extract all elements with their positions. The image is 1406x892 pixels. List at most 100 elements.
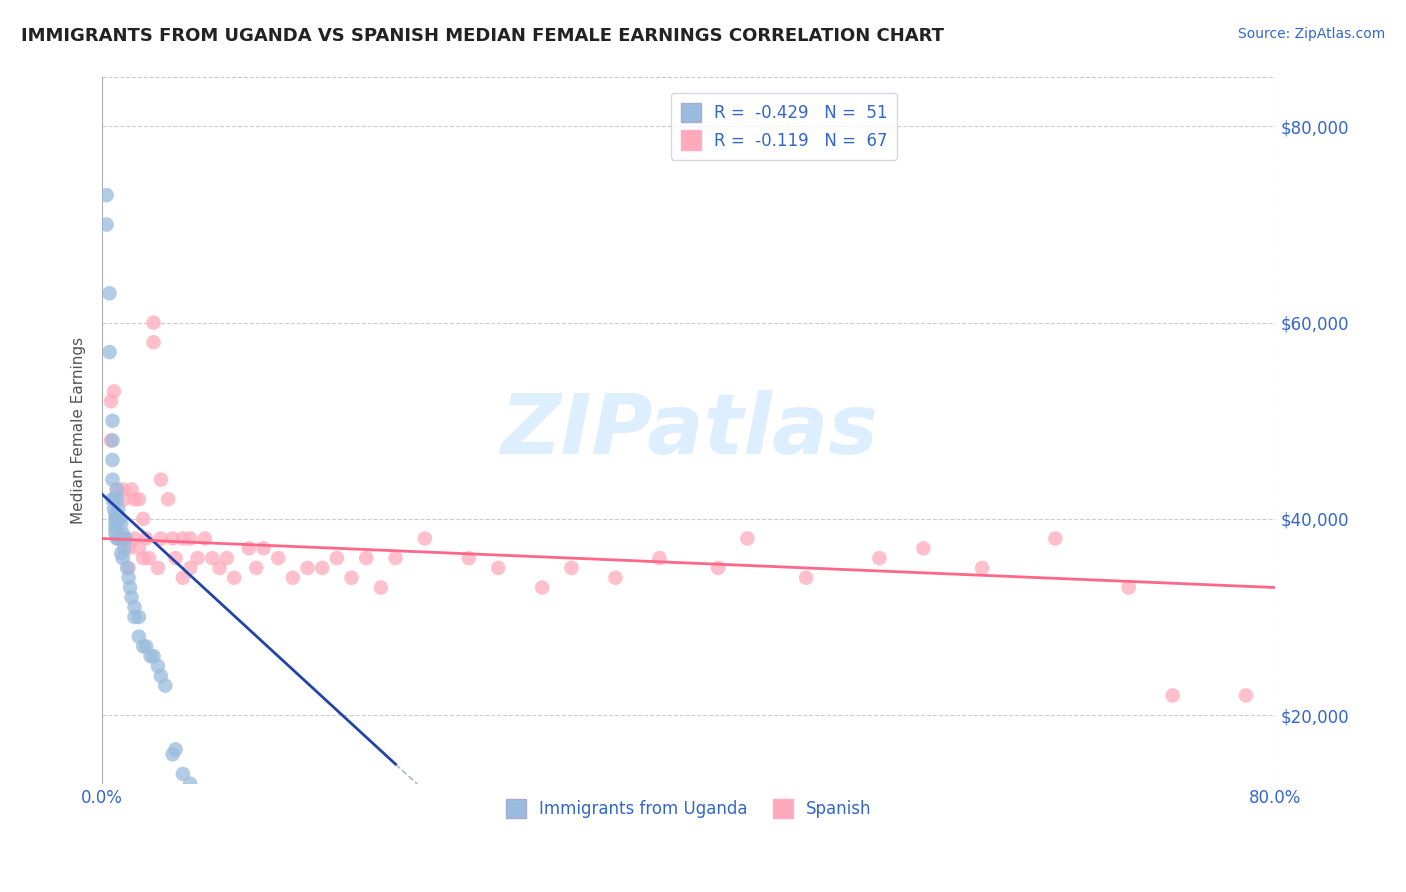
- Point: [104, 507, 127, 521]
- Point: [370, 581, 392, 595]
- Point: [100, 434, 122, 448]
- Point: [1161, 689, 1184, 703]
- Point: [132, 551, 155, 566]
- Point: [117, 541, 139, 556]
- Point: [605, 571, 627, 585]
- Point: [128, 492, 150, 507]
- Point: [162, 532, 184, 546]
- Point: [142, 649, 165, 664]
- Point: [172, 532, 194, 546]
- Point: [112, 541, 135, 556]
- Text: Source: ZipAtlas.com: Source: ZipAtlas.com: [1237, 27, 1385, 41]
- Point: [384, 551, 406, 566]
- Point: [267, 551, 290, 566]
- Point: [110, 516, 132, 531]
- Point: [297, 561, 319, 575]
- Point: [868, 551, 890, 566]
- Point: [970, 561, 993, 575]
- Point: [111, 551, 134, 566]
- Point: [128, 541, 150, 556]
- Point: [105, 512, 128, 526]
- Point: [98, 345, 121, 359]
- Point: [104, 516, 127, 531]
- Point: [128, 630, 150, 644]
- Point: [531, 581, 554, 595]
- Point: [112, 492, 135, 507]
- Point: [172, 767, 194, 781]
- Point: [104, 512, 127, 526]
- Point: [165, 551, 187, 566]
- Point: [281, 571, 304, 585]
- Point: [186, 551, 208, 566]
- Point: [413, 532, 436, 546]
- Point: [110, 532, 132, 546]
- Point: [457, 551, 479, 566]
- Point: [912, 541, 935, 556]
- Point: [124, 610, 146, 624]
- Point: [486, 561, 509, 575]
- Point: [149, 473, 172, 487]
- Point: [101, 453, 124, 467]
- Point: [121, 483, 143, 497]
- Point: [105, 492, 128, 507]
- Point: [155, 679, 177, 693]
- Point: [96, 218, 118, 232]
- Point: [737, 532, 759, 546]
- Point: [132, 640, 155, 654]
- Point: [707, 561, 730, 575]
- Point: [120, 581, 142, 595]
- Point: [107, 532, 129, 546]
- Point: [142, 316, 165, 330]
- Point: [135, 532, 157, 546]
- Point: [111, 526, 134, 541]
- Point: [157, 492, 180, 507]
- Y-axis label: Median Female Earnings: Median Female Earnings: [72, 337, 86, 524]
- Point: [103, 492, 125, 507]
- Point: [560, 561, 582, 575]
- Point: [1234, 689, 1257, 703]
- Point: [354, 551, 377, 566]
- Point: [149, 669, 172, 683]
- Point: [103, 502, 125, 516]
- Point: [139, 649, 162, 664]
- Point: [179, 777, 201, 791]
- Point: [340, 571, 363, 585]
- Point: [311, 561, 333, 575]
- Point: [179, 532, 201, 546]
- Point: [124, 492, 146, 507]
- Point: [142, 335, 165, 350]
- Point: [124, 600, 146, 615]
- Point: [1118, 581, 1140, 595]
- Point: [105, 483, 128, 497]
- Point: [110, 546, 132, 560]
- Point: [108, 512, 131, 526]
- Point: [100, 394, 122, 409]
- Point: [138, 551, 160, 566]
- Point: [252, 541, 274, 556]
- Point: [245, 561, 267, 575]
- Point: [101, 414, 124, 428]
- Point: [1045, 532, 1067, 546]
- Point: [135, 640, 157, 654]
- Point: [165, 742, 187, 756]
- Point: [107, 502, 129, 516]
- Point: [101, 434, 124, 448]
- Point: [172, 571, 194, 585]
- Point: [124, 532, 146, 546]
- Point: [132, 512, 155, 526]
- Point: [105, 483, 128, 497]
- Text: IMMIGRANTS FROM UGANDA VS SPANISH MEDIAN FEMALE EARNINGS CORRELATION CHART: IMMIGRANTS FROM UGANDA VS SPANISH MEDIAN…: [21, 27, 943, 45]
- Point: [108, 532, 131, 546]
- Point: [105, 512, 128, 526]
- Point: [794, 571, 817, 585]
- Point: [648, 551, 671, 566]
- Point: [104, 526, 127, 541]
- Text: ZIPatlas: ZIPatlas: [501, 390, 877, 471]
- Point: [162, 747, 184, 762]
- Point: [117, 571, 139, 585]
- Point: [194, 532, 217, 546]
- Point: [121, 591, 143, 605]
- Point: [117, 561, 139, 575]
- Legend: Immigrants from Uganda, Spanish: Immigrants from Uganda, Spanish: [499, 792, 879, 825]
- Point: [201, 551, 224, 566]
